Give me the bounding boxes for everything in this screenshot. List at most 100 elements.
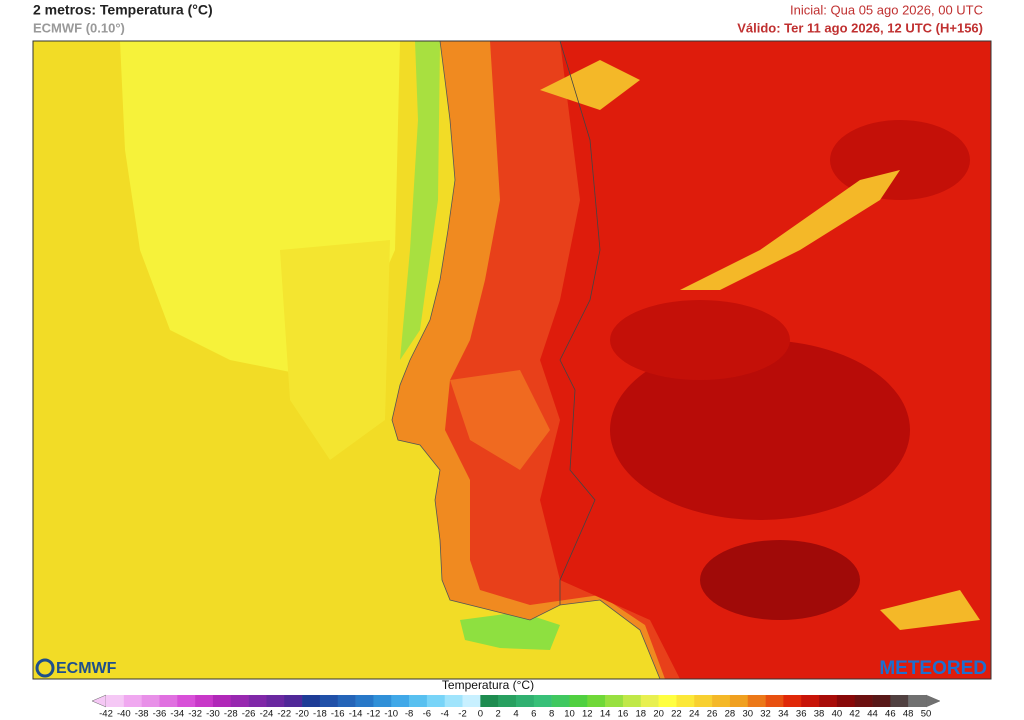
colorbar-tick-label: -4	[440, 709, 448, 720]
colorbar-tick-label: 36	[796, 709, 807, 720]
colorbar-swatch	[337, 695, 356, 707]
colorbar-swatch	[391, 695, 410, 707]
colorbar-tick-label: 42	[849, 709, 860, 720]
colorbar-swatch	[284, 695, 303, 707]
colorbar-swatch	[498, 695, 517, 707]
ecmwf-logo-text: ECMWF	[56, 660, 117, 677]
colorbar-swatch	[551, 695, 570, 707]
colorbar-swatch	[765, 695, 784, 707]
colorbar-tick-label: -34	[170, 709, 184, 720]
colorbar-swatch	[355, 695, 374, 707]
legend-title: Temperatura (°C)	[442, 678, 534, 692]
colorbar-swatch	[195, 695, 214, 707]
colorbar-tick-label: -42	[99, 709, 113, 720]
colorbar-tick-label: 10	[564, 709, 575, 720]
colorbar-swatch	[319, 695, 339, 707]
colorbar-swatch	[480, 695, 499, 707]
colorbar-tick-label: 28	[725, 709, 736, 720]
colorbar-tick-label: -2	[458, 709, 466, 720]
colorbar-tick-label: -24	[260, 709, 274, 720]
ecmwf-logo: ECMWF	[35, 658, 117, 678]
colorbar-swatch	[159, 695, 178, 707]
colorbar-swatch	[141, 695, 160, 707]
colorbar-swatch	[212, 695, 232, 707]
colorbar-tick-label: 44	[867, 709, 878, 720]
colorbar-tick-label: 48	[903, 709, 914, 720]
colorbar-tick-label: 18	[635, 709, 646, 720]
model-label: ECMWF (0.10°)	[33, 20, 125, 35]
colorbar-arrow-left	[91, 694, 107, 708]
colorbar-swatch	[622, 695, 642, 707]
colorbar-tick-label: 16	[618, 709, 629, 720]
colorbar-arrow-right	[925, 694, 941, 708]
colorbar-tick-label: 20	[653, 709, 664, 720]
colorbar-swatch	[605, 695, 624, 707]
colorbar-tick-label: -26	[242, 709, 256, 720]
colorbar-tick-label: -40	[117, 709, 131, 720]
colorbar-tick-label: 4	[513, 709, 518, 720]
colorbar-swatch	[729, 695, 749, 707]
colorbar-tick-label: 26	[707, 709, 718, 720]
colorbar-tick-label: 2	[496, 709, 501, 720]
colorbar-tick-label: 34	[778, 709, 789, 720]
colorbar-swatch	[783, 695, 802, 707]
colorbar-tick-label: -30	[206, 709, 220, 720]
valid-time: Válido: Ter 11 ago 2026, 12 UTC (H+156)	[737, 20, 983, 35]
colorbar: -42 -40 -38 -36 -34 -32 -30 -28 -26 -24 -22 -20 -18-…	[91, 694, 941, 720]
colorbar-tick-label: -38	[135, 709, 149, 720]
colorbar-swatch	[694, 695, 713, 707]
colorbar-tick-label: 8	[549, 709, 554, 720]
colorbar-swatch	[106, 695, 125, 707]
colorbar-tick-label: 40	[832, 709, 843, 720]
colorbar-swatch	[890, 695, 909, 707]
colorbar-tick-label: -10	[384, 709, 398, 720]
colorbar-tick-label: 22	[671, 709, 682, 720]
colorbar-swatch	[266, 695, 285, 707]
colorbar-swatch	[444, 695, 463, 707]
colorbar-swatch	[462, 695, 481, 707]
colorbar-tick-label: 30	[742, 709, 753, 720]
map	[32, 40, 992, 680]
colorbar-tick-label: 32	[760, 709, 771, 720]
colorbar-swatch	[426, 695, 445, 707]
colorbar-tick-label: -32	[188, 709, 202, 720]
colorbar-swatch	[516, 695, 535, 707]
colorbar-swatch	[640, 695, 659, 707]
colorbar-swatch	[123, 695, 142, 707]
colorbar-tick-label: -8	[405, 709, 413, 720]
colorbar-swatch	[302, 695, 321, 707]
colorbar-tick-label: 14	[600, 709, 611, 720]
colorbar-swatch	[658, 695, 677, 707]
colorbar-swatch	[872, 695, 891, 707]
colorbar-tick-label: -12	[367, 709, 381, 720]
colorbar-swatch	[801, 695, 820, 707]
colorbar-tick-label: -28	[224, 709, 238, 720]
colorbar-tick-label: -6	[423, 709, 431, 720]
colorbar-swatch	[836, 695, 855, 707]
colorbar-swatch	[819, 695, 838, 707]
colorbar-tick-label: 0	[478, 709, 483, 720]
colorbar-swatch	[712, 695, 731, 707]
colorbar-tick-label: -22	[277, 709, 291, 720]
colorbar-tick-label: 12	[582, 709, 593, 720]
colorbar-swatch	[854, 695, 873, 707]
colorbar-tick-label: -20	[295, 709, 309, 720]
colorbar-swatch	[908, 695, 927, 707]
colorbar-swatch	[230, 695, 249, 707]
colorbar-tick-label: 46	[885, 709, 896, 720]
colorbar-swatch	[409, 695, 428, 707]
colorbar-tick-label: -18	[313, 709, 327, 720]
colorbar-tick-label: 6	[531, 709, 536, 720]
meteored-logo: METEORED	[879, 658, 987, 679]
colorbar-tick-label: -36	[153, 709, 167, 720]
colorbar-swatch	[747, 695, 766, 707]
colorbar-tick-label: -14	[349, 709, 363, 720]
colorbar-swatch	[587, 695, 606, 707]
colorbar-swatch	[177, 695, 196, 707]
initial-time: Inicial: Qua 05 ago 2026, 00 UTC	[790, 2, 983, 17]
colorbar-tick-label: 24	[689, 709, 700, 720]
colorbar-swatch	[373, 695, 392, 707]
colorbar-tick-label: -16	[331, 709, 345, 720]
colorbar-swatch	[533, 695, 552, 707]
